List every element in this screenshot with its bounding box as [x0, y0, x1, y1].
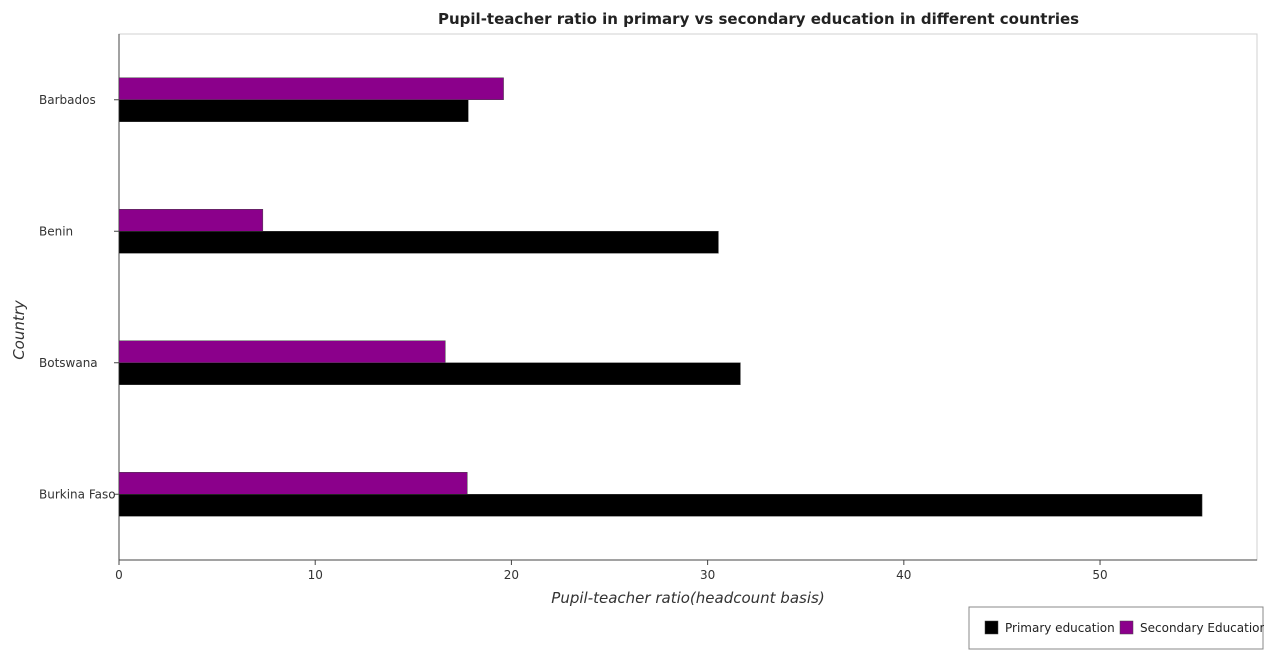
x-axis-label: Pupil-teacher ratio(headcount basis) — [551, 589, 824, 607]
x-tick-label: 0 — [115, 568, 123, 582]
bar-secondary-education — [118, 340, 446, 363]
x-tick-label: 20 — [504, 568, 519, 582]
legend-swatch — [984, 620, 999, 635]
legend-label: Primary education — [1005, 621, 1115, 635]
legend-swatch — [1119, 620, 1134, 635]
y-axis-label: Country — [10, 299, 28, 360]
plot-area: 0 10 20 30 40 50 Barbados Benin Botswana Burkina … — [39, 33, 1258, 582]
bar-secondary-education — [118, 472, 468, 495]
legend-box — [968, 606, 1264, 650]
bar-secondary-education — [118, 209, 264, 232]
bar-primary-education — [118, 231, 719, 254]
bar-primary-education — [118, 99, 469, 122]
x-tick-label: 10 — [308, 568, 323, 582]
legend: Primary education Secondary Education — [968, 606, 1264, 650]
x-tick-label: 40 — [896, 568, 911, 582]
bar-primary-education — [118, 494, 1203, 517]
y-tick-label: Barbados — [39, 93, 96, 107]
y-tick-label: Botswana — [39, 356, 98, 370]
legend-label: Secondary Education — [1140, 621, 1264, 635]
y-tick-label: Burkina Faso — [39, 487, 116, 501]
bar-primary-education — [118, 362, 741, 385]
x-tick-label: 30 — [700, 568, 715, 582]
x-tick-label: 50 — [1092, 568, 1107, 582]
y-tick-label: Benin — [39, 224, 73, 238]
bar-secondary-education — [118, 77, 504, 100]
chart-title: Pupil-teacher ratio in primary vs second… — [438, 10, 1079, 28]
